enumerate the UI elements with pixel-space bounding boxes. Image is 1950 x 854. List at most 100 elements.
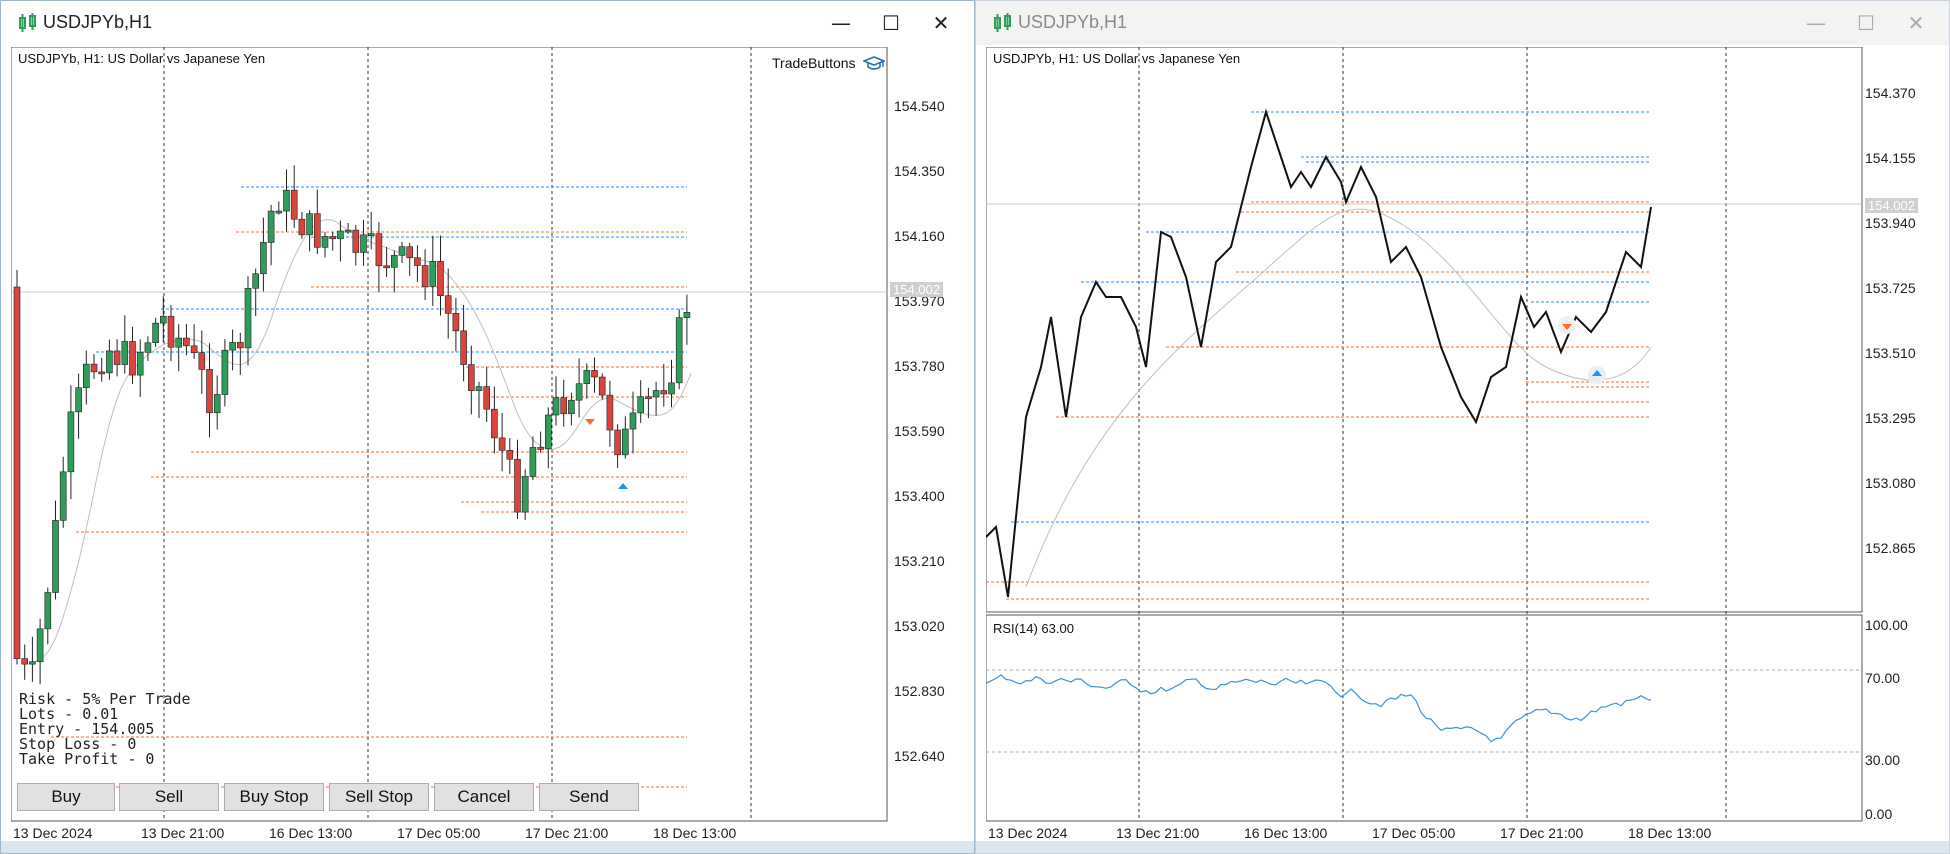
candle-body <box>498 437 506 451</box>
candle-body <box>175 337 182 348</box>
candle-body <box>13 286 21 659</box>
candle-body <box>160 315 167 324</box>
time-label: 17 Dec 05:00 <box>1372 825 1456 841</box>
price-label: 152.640 <box>894 748 945 764</box>
time-label: 16 Dec 13:00 <box>269 825 353 841</box>
candle-body <box>367 233 375 236</box>
candle-body <box>244 287 252 349</box>
chart-candles-icon <box>994 13 1011 32</box>
candle-body <box>529 447 537 477</box>
candle-body <box>568 399 575 415</box>
candle-body <box>290 189 298 220</box>
price-label: 154.155 <box>1865 150 1916 166</box>
sell-arrow-icon <box>585 419 595 425</box>
symbol-label: USDJPYb, H1: US Dollar vs Japanese Yen <box>993 51 1241 66</box>
buy-arrow-icon <box>618 483 628 489</box>
line-chart[interactable] <box>986 47 1946 847</box>
entry-text: Entry - 154.005 <box>19 720 155 738</box>
close-button[interactable]: ✕ <box>932 11 950 35</box>
candle-body <box>98 371 105 375</box>
sell-arrow-icon <box>1562 324 1572 330</box>
buy-button[interactable]: Buy <box>17 783 115 811</box>
current-price-tag: 154.002 <box>890 282 943 297</box>
candle-body <box>183 337 190 347</box>
candle-body <box>190 345 198 353</box>
buy-stop-button[interactable]: Buy Stop <box>224 783 324 811</box>
minimize-button[interactable]: — <box>831 11 851 35</box>
stop-loss-text: Stop Loss - 0 <box>19 735 137 753</box>
candle-body <box>514 458 521 513</box>
send-button[interactable]: Send <box>539 783 639 811</box>
title-bar[interactable]: USDJPYb,H1 — ☐ ✕ <box>976 1 1949 45</box>
price-label: 152.865 <box>1865 540 1916 556</box>
candlestick-chart[interactable] <box>11 47 971 847</box>
candle-body <box>429 261 437 287</box>
candle-body <box>306 213 313 236</box>
candle-body <box>36 628 44 663</box>
candle-body <box>252 273 259 289</box>
price-label: 153.780 <box>894 358 945 374</box>
chart-window-left: USDJPYb,H1 — ☐ ✕ USDJPYb, H1: US Dollar … <box>0 0 975 854</box>
candle-body <box>660 390 668 395</box>
minimize-button[interactable]: — <box>1806 11 1826 35</box>
take-profit-text: Take Profit - 0 <box>19 750 155 768</box>
candle-body <box>198 352 206 370</box>
candle-body <box>652 390 660 398</box>
candle-body <box>237 342 244 349</box>
rsi-axis-label: 100.00 <box>1865 617 1908 633</box>
candle-body <box>390 255 398 268</box>
title-bar[interactable]: USDJPYb,H1 — ☐ ✕ <box>1 1 974 45</box>
rsi-axis-label: 30.00 <box>1865 752 1901 768</box>
rsi-line <box>986 674 1652 743</box>
close-button[interactable]: ✕ <box>1907 11 1925 35</box>
candle-body <box>491 408 498 439</box>
time-label: 13 Dec 2024 <box>13 825 93 841</box>
symbol-label: USDJPYb, H1: US Dollar vs Japanese Yen <box>18 51 266 66</box>
candle-body <box>229 342 236 351</box>
rsi-axis-label: 70.00 <box>1865 670 1901 686</box>
price-label: 153.590 <box>894 423 945 439</box>
cancel-button[interactable]: Cancel <box>434 783 534 811</box>
price-label: 154.540 <box>894 98 945 114</box>
time-label: 13 Dec 21:00 <box>141 825 225 841</box>
candle-body <box>398 246 406 256</box>
candle-body <box>598 376 606 396</box>
candle-body <box>591 370 598 378</box>
tradebuttons-label: TradeButtons <box>772 55 887 72</box>
candle-body <box>560 397 568 415</box>
candle-body <box>537 447 544 450</box>
candle-body <box>152 322 159 344</box>
time-label: 18 Dec 13:00 <box>653 825 737 841</box>
candle-body <box>668 382 675 395</box>
candle-body <box>675 317 683 384</box>
price-line <box>986 108 1652 598</box>
candle-body <box>106 350 113 374</box>
sell-stop-button[interactable]: Sell Stop <box>329 783 429 811</box>
candle-body <box>329 236 337 240</box>
sell-button[interactable]: Sell <box>119 783 219 811</box>
price-label: 153.080 <box>1865 475 1916 491</box>
price-label: 153.510 <box>1865 345 1916 361</box>
price-label: 153.210 <box>894 553 945 569</box>
window-border <box>1 841 974 853</box>
candle-body <box>129 341 136 376</box>
candle-body <box>67 411 75 473</box>
current-price-tag: 154.002 <box>1865 198 1918 213</box>
candle-body <box>221 349 229 395</box>
candle-body <box>552 397 560 416</box>
candle-body <box>52 520 59 593</box>
candle-body <box>321 236 329 248</box>
candle-body <box>213 394 221 414</box>
maximize-button[interactable]: ☐ <box>1857 11 1875 35</box>
candle-body <box>90 363 98 373</box>
time-label: 17 Dec 21:00 <box>525 825 609 841</box>
price-label: 152.830 <box>894 683 945 699</box>
candle-body <box>29 661 36 665</box>
chart-window-right: USDJPYb,H1 — ☐ ✕ USDJPYb, H1: US Dollar … <box>975 0 1950 854</box>
price-label: 154.160 <box>894 228 945 244</box>
candle-body <box>44 592 52 630</box>
chart-candles-icon <box>19 13 36 32</box>
maximize-button[interactable]: ☐ <box>882 11 900 35</box>
candle-body <box>313 213 321 248</box>
candle-body <box>167 315 175 348</box>
